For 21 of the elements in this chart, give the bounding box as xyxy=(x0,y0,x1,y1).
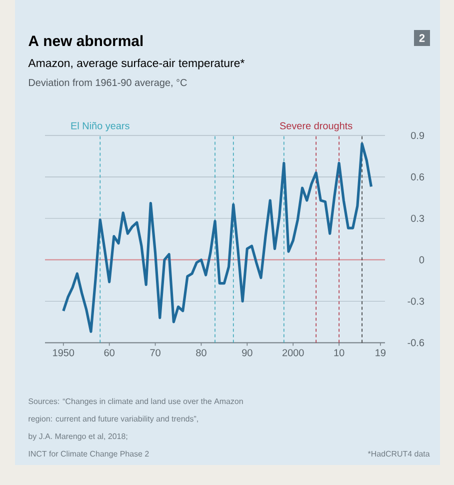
x-tick-label: 60 xyxy=(104,349,114,356)
chart-subtitle: Amazon, average surface-air temperature* xyxy=(28,58,244,70)
ref-line-label: El Niño years xyxy=(71,122,130,132)
line-series xyxy=(62,142,373,333)
y-tick-label: -0.3 xyxy=(408,298,424,305)
ref-line-label: Severe droughts xyxy=(280,122,352,132)
x-tick-label: 70 xyxy=(150,349,160,356)
text: 2 xyxy=(419,34,425,42)
x-tick-label: 2000 xyxy=(282,349,304,356)
y-tick-label: 0.3 xyxy=(411,214,424,222)
x-tick-label: 19 xyxy=(376,349,386,356)
x-tick-label: 90 xyxy=(242,349,252,356)
x-tick-label: 1950 xyxy=(53,349,74,356)
chart-title: A new abnormal xyxy=(28,35,143,46)
y-axis-title: Deviation from 1961-90 average, °C xyxy=(29,78,187,88)
y-tick-label: -0.6 xyxy=(408,339,424,346)
y-tick-label: 0 xyxy=(419,256,424,264)
y-tick-label: 0.9 xyxy=(411,132,424,140)
x-tick-label: 10 xyxy=(334,349,344,356)
y-tick-label: 0.6 xyxy=(411,173,424,180)
x-tick-label: 80 xyxy=(196,349,206,356)
